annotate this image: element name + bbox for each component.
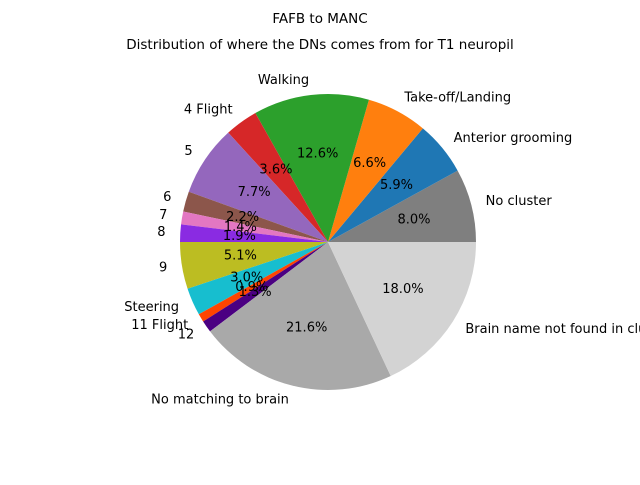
- slice-pct-4-flight: 3.6%: [259, 163, 292, 178]
- slice-label-steering: Steering: [124, 300, 179, 315]
- slice-label-6: 6: [163, 190, 171, 205]
- pie-slice-6: [183, 191, 328, 242]
- chart-subtitle: Distribution of where the DNs comes from…: [126, 37, 514, 53]
- slice-pct-6: 2.2%: [226, 210, 259, 225]
- slice-pct-brain-name-not-found-in-clusters: 18.0%: [382, 282, 423, 297]
- slice-pct-9: 5.1%: [224, 249, 257, 264]
- pie-slice-no-matching-to-brain: [210, 242, 391, 390]
- slice-label-4-flight: 4 Flight: [184, 103, 233, 118]
- pie-slice-9: [180, 242, 328, 289]
- slice-label-8: 8: [157, 225, 165, 240]
- pie-slice-take-off-landing: [328, 99, 423, 243]
- pie-slice-walking: [255, 94, 369, 242]
- slice-pct-no-cluster: 8.0%: [397, 212, 430, 227]
- pie-slice-7: [181, 211, 328, 242]
- slice-pct-no-matching-to-brain: 21.6%: [286, 321, 327, 336]
- pie-slice-no-cluster: [328, 170, 476, 242]
- pie-slice-5: [188, 132, 328, 242]
- slice-label-5: 5: [184, 144, 192, 159]
- slice-pct-steering: 3.0%: [230, 270, 263, 285]
- pie-slice-brain-name-not-found-in-clusters: [328, 242, 476, 377]
- slice-pct-walking: 12.6%: [297, 146, 338, 161]
- slice-label-no-cluster: No cluster: [486, 194, 553, 209]
- slice-pct-5: 7.7%: [238, 185, 271, 200]
- slice-label-12: 12: [178, 327, 195, 342]
- slice-label-9: 9: [159, 261, 167, 276]
- pie-slice-steering: [187, 242, 328, 315]
- slice-label-no-matching-to-brain: No matching to brain: [151, 393, 289, 408]
- slice-label-take-off-landing: Take-off/Landing: [403, 91, 511, 106]
- slice-pct-anterior-grooming: 5.9%: [380, 178, 413, 193]
- slice-pct-12: 1.3%: [239, 285, 272, 300]
- slice-label-anterior-grooming: Anterior grooming: [454, 131, 573, 146]
- pie-slice-11-flight: [198, 242, 328, 322]
- pie-slice-4-flight: [228, 113, 328, 242]
- chart-title: FAFB to MANC: [272, 11, 367, 27]
- slice-label-walking: Walking: [258, 73, 309, 88]
- slice-pct-8: 1.9%: [223, 229, 256, 244]
- pie-slice-8: [180, 224, 328, 242]
- slice-label-7: 7: [159, 208, 167, 223]
- slice-pct-7: 1.4%: [224, 220, 257, 235]
- slice-pct-take-off-landing: 6.6%: [353, 156, 386, 171]
- slice-pct-11-flight: 0.9%: [235, 280, 268, 295]
- pie-labels: No cluster 8.0% Anterior grooming 5.9% Take-…: [124, 73, 640, 408]
- slice-label-brain-name-not-found-in-clusters: Brain name not found in clusters: [465, 322, 640, 337]
- pie-slice-12: [203, 242, 328, 332]
- slice-label-11-flight: 11 Flight: [131, 318, 188, 333]
- pie-slice-anterior-grooming: [328, 128, 458, 242]
- pie-slices: [180, 94, 476, 390]
